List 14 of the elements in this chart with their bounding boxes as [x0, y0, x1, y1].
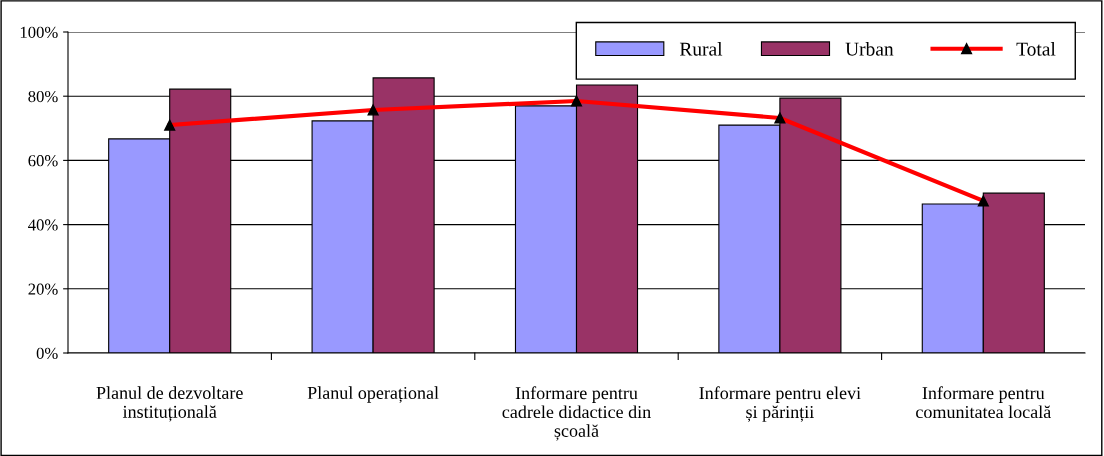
legend-label: Urban [845, 42, 894, 56]
y-tick-label: 80% [28, 90, 58, 103]
x-tick-label: Planul operațional [307, 386, 439, 403]
x-tick-label: Informare pentru comunitatea locală [916, 386, 1051, 419]
legend-label: Rural [679, 42, 723, 56]
y-tick-label: 0% [36, 347, 58, 359]
legend-label: Total [1016, 42, 1056, 56]
x-tick-label: Planul de dezvoltare instituțională [96, 386, 243, 422]
x-tick-label: Informare pentru cadrele didactice din școală [502, 386, 651, 441]
y-tick-label: 20% [28, 283, 58, 295]
y-tick-label: 60% [28, 155, 58, 167]
x-tick-label: Informare pentru elevi și părinții [699, 386, 861, 422]
y-tick-label: 100% [20, 26, 58, 38]
y-tick-label: 40% [28, 219, 58, 231]
